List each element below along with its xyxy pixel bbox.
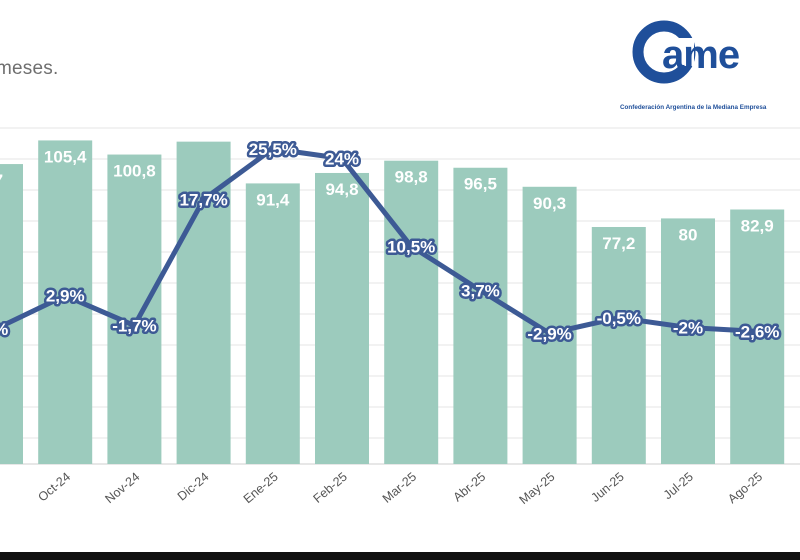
line-value-label: -1,7% xyxy=(112,317,156,336)
line-value-label: -0,5% xyxy=(597,309,641,328)
line-point xyxy=(614,313,623,322)
x-tick-label: Abr-25 xyxy=(451,470,489,505)
chart-subtitle: meses. xyxy=(0,58,59,79)
line-value-label: 2,9% xyxy=(46,287,85,306)
came-logo: ame Confederación Argentina de la Median… xyxy=(612,18,798,111)
bar-value-label: 80 xyxy=(679,225,698,244)
bar-value-label: 96,5 xyxy=(464,175,497,194)
bottom-border xyxy=(0,552,800,560)
line-point xyxy=(199,195,208,204)
x-axis-ticks: Oct-24 Nov-24 Dic-24 Ene-25 Feb-25 Mar-25 Abr-… xyxy=(35,470,765,508)
line-value-label: 2% xyxy=(0,320,8,339)
bar xyxy=(176,141,231,464)
came-logo-wordmark: ame xyxy=(632,20,740,84)
line-value-label: 3,7% xyxy=(461,281,500,300)
line-path xyxy=(0,146,760,336)
bar-value-label: 105,4 xyxy=(44,147,87,166)
line-value-label: 10,5% xyxy=(387,237,435,256)
line-value-label: -2% xyxy=(673,319,703,338)
line-point xyxy=(476,286,485,295)
line-point xyxy=(407,242,416,251)
bar-value-label: 98,8 xyxy=(395,168,428,187)
bar xyxy=(107,154,162,464)
bar xyxy=(591,226,646,464)
bar xyxy=(730,209,785,464)
x-tick-label: Nov-24 xyxy=(102,470,142,507)
bar-data-labels: ,7 105,4 100,8 91,4 94,8 98,8 96,5 90,3 77,2 80 82… xyxy=(0,147,774,253)
bar-value-label: 82,9 xyxy=(741,216,774,235)
bar-value-label: ,7 xyxy=(0,171,3,190)
line-value-label: 25,5% xyxy=(249,140,297,159)
came-logo-tagline: Confederación Argentina de la Mediana Em… xyxy=(620,104,767,111)
bar xyxy=(384,160,439,464)
line-value-label: 17,7% xyxy=(179,190,227,209)
bar-series xyxy=(0,140,785,465)
line-value-label: 24% xyxy=(325,150,359,169)
line-value-label: -2,6% xyxy=(735,322,779,341)
line-point xyxy=(268,144,277,153)
x-tick-label: Jun-25 xyxy=(588,470,626,505)
bar xyxy=(661,218,715,464)
bar xyxy=(315,172,369,465)
bar-value-label: 91,4 xyxy=(256,190,290,209)
x-tick-label: Dic-24 xyxy=(175,470,212,504)
x-tick-label: Mar-25 xyxy=(380,470,419,506)
bar xyxy=(453,167,508,464)
line-series xyxy=(0,144,762,338)
line-data-labels: 2% 2,9% -1,7% 17,7% 25,5% 24% 10,5% 3,7% -2,9% -0… xyxy=(0,137,782,346)
line-point xyxy=(338,154,346,163)
x-tick-label: Ene-25 xyxy=(241,470,281,507)
x-tick-label: Ago-25 xyxy=(725,470,765,507)
bar-value-label: 90,3 xyxy=(533,194,566,213)
bar-value-label: 100,8 xyxy=(113,162,156,181)
bar-value-label: 77,2 xyxy=(602,234,635,253)
bar xyxy=(0,164,23,464)
line-point xyxy=(61,291,70,300)
bar xyxy=(522,186,577,465)
x-tick-label: Feb-25 xyxy=(311,470,350,506)
x-tick-label: Jul-25 xyxy=(661,470,696,503)
x-tick-label: May-25 xyxy=(517,470,558,508)
bar-value-label: 94,8 xyxy=(325,180,358,199)
x-tick-label: Oct-24 xyxy=(35,470,73,505)
line-point xyxy=(684,323,692,332)
line-point xyxy=(130,321,139,330)
svg-text:ame: ame xyxy=(662,33,739,77)
line-value-label: -2,9% xyxy=(527,324,571,343)
bar xyxy=(245,183,300,465)
line-point xyxy=(753,327,762,336)
line-point xyxy=(545,329,554,338)
